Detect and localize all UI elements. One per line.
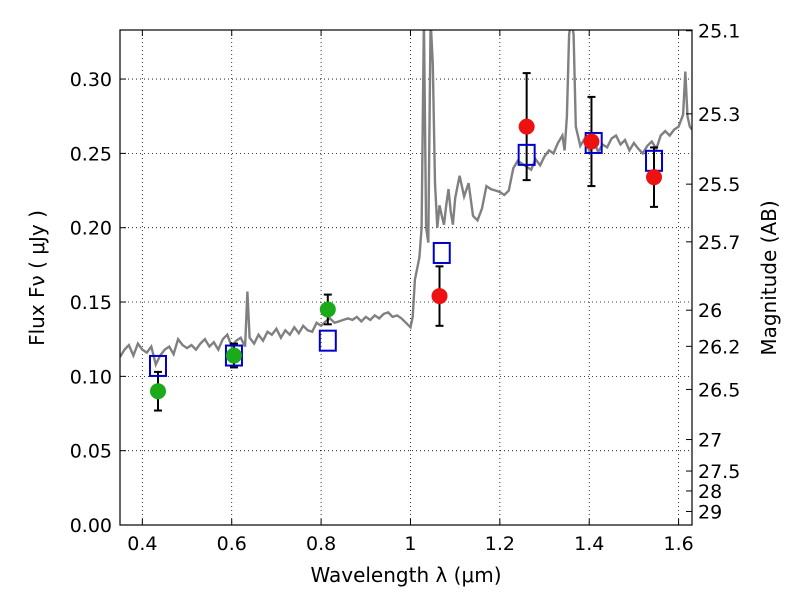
x-axis-label: Wavelength λ (μm): [310, 563, 501, 587]
observed-point: [225, 347, 242, 364]
y2-tick-label: 27: [698, 430, 722, 452]
y2-axis-label: Magnitude (AB): [757, 200, 781, 355]
x-tick-label: 1.2: [485, 533, 515, 555]
plot-frame: [119, 29, 693, 526]
y2-tick-label: 25.5: [698, 174, 740, 196]
y-tick-label: 0.05: [70, 441, 112, 463]
y-tick-label: 0.25: [70, 143, 112, 165]
x-tick-label: 1.4: [574, 533, 604, 555]
y2-tick-label: 26: [698, 300, 722, 322]
axes-frame: [119, 29, 693, 526]
tick-labels: 0.4 0.6 0.8 1 1.2 1.4 1.6 0.00 0.05 0.10 0.15 0.20 0…: [70, 21, 741, 555]
model-square: [148, 354, 167, 377]
observed-point-layer: [149, 118, 663, 400]
spectrum-layer: [120, 30, 692, 368]
grid-lines: [120, 30, 692, 525]
y2-tick-label: 27.5: [698, 461, 740, 483]
y2-tick-label: 25.3: [698, 104, 740, 126]
observed-point: [646, 169, 663, 186]
observed-point: [583, 133, 600, 150]
y-tick-label: 0.30: [70, 69, 112, 91]
y2-tick-label: 28: [698, 481, 722, 503]
model-square: [318, 329, 337, 352]
x-tick-label: 0.8: [306, 533, 336, 555]
observed-point: [431, 288, 448, 305]
y-axis-label: Flux Fν ( μJy ): [25, 210, 49, 346]
y2-tick-label: 25.7: [698, 232, 740, 254]
y2-tick-label: 26.2: [698, 336, 740, 358]
y2-tick-label: 25.1: [698, 21, 740, 43]
x-tick-label: 1.6: [663, 533, 693, 555]
y-tick-label: 0.10: [70, 366, 112, 388]
y-tick-label: 0.15: [70, 292, 112, 314]
y2-tick-label: 26.5: [698, 379, 740, 401]
observed-point: [518, 118, 535, 135]
model-square: [432, 241, 451, 264]
model-square: [517, 143, 536, 166]
y-tick-label: 0.20: [70, 218, 112, 240]
model-square-layer: [148, 131, 664, 377]
observed-point: [149, 383, 166, 400]
x-tick-label: 1: [404, 533, 416, 555]
x-tick-label: 0.6: [217, 533, 247, 555]
spectrum-line: [120, 30, 692, 368]
observed-point: [319, 301, 336, 318]
y2-tick-label: 29: [698, 501, 722, 523]
y-tick-label: 0.00: [70, 515, 112, 537]
x-tick-label: 0.4: [127, 533, 157, 555]
